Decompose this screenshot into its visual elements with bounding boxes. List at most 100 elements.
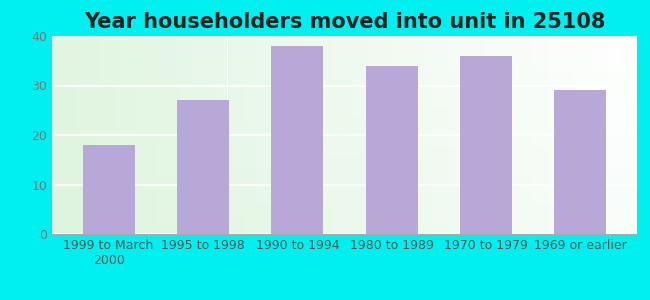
Bar: [216, 36, 222, 234]
Bar: [52, 70, 637, 72]
Bar: [52, 204, 637, 206]
Bar: [52, 226, 637, 228]
Bar: [52, 98, 637, 99]
Bar: [52, 62, 637, 64]
Bar: [333, 36, 339, 234]
Bar: [52, 119, 637, 121]
Bar: [321, 36, 327, 234]
Bar: [70, 36, 75, 234]
Bar: [52, 131, 637, 133]
Bar: [485, 36, 491, 234]
Bar: [181, 36, 187, 234]
Bar: [497, 36, 502, 234]
Bar: [52, 149, 637, 151]
Bar: [52, 101, 637, 103]
Bar: [52, 44, 637, 46]
Bar: [619, 36, 625, 234]
Bar: [456, 36, 462, 234]
Bar: [578, 36, 584, 234]
Bar: [105, 36, 111, 234]
Bar: [52, 56, 637, 58]
Bar: [52, 182, 637, 184]
Bar: [385, 36, 391, 234]
Bar: [52, 157, 637, 159]
Bar: [52, 42, 637, 44]
Bar: [52, 52, 637, 54]
Bar: [52, 206, 637, 208]
Bar: [391, 36, 397, 234]
Bar: [210, 36, 216, 234]
Bar: [52, 178, 637, 181]
Bar: [177, 100, 229, 234]
Bar: [602, 36, 608, 234]
Bar: [339, 36, 345, 234]
Bar: [52, 36, 637, 38]
Bar: [52, 192, 637, 194]
Bar: [350, 36, 356, 234]
Bar: [52, 165, 637, 167]
Bar: [52, 40, 637, 42]
Bar: [52, 212, 637, 214]
Bar: [52, 139, 637, 141]
Bar: [298, 36, 304, 234]
Bar: [508, 36, 514, 234]
Bar: [122, 36, 128, 234]
Bar: [263, 36, 268, 234]
Bar: [52, 194, 637, 196]
Bar: [52, 210, 637, 212]
Bar: [380, 36, 385, 234]
Bar: [187, 36, 192, 234]
Bar: [356, 36, 362, 234]
Bar: [151, 36, 157, 234]
Bar: [52, 188, 637, 190]
Bar: [52, 111, 637, 113]
Bar: [52, 46, 637, 48]
Bar: [52, 89, 637, 92]
Bar: [52, 163, 637, 165]
Bar: [52, 177, 637, 178]
Bar: [52, 66, 637, 68]
Bar: [52, 220, 637, 222]
Bar: [52, 184, 637, 187]
Bar: [52, 50, 637, 52]
Bar: [52, 72, 637, 74]
Bar: [227, 36, 233, 234]
Bar: [52, 121, 637, 123]
Bar: [140, 36, 146, 234]
Bar: [397, 36, 403, 234]
Bar: [309, 36, 315, 234]
Bar: [52, 127, 637, 129]
Bar: [491, 36, 497, 234]
Bar: [52, 115, 637, 117]
Bar: [52, 76, 637, 78]
Bar: [596, 36, 602, 234]
Bar: [280, 36, 286, 234]
Bar: [52, 135, 637, 137]
Bar: [52, 58, 637, 60]
Bar: [52, 133, 637, 135]
Bar: [462, 36, 467, 234]
Bar: [426, 36, 432, 234]
Bar: [222, 36, 227, 234]
Bar: [573, 36, 578, 234]
Bar: [52, 147, 637, 149]
Bar: [99, 36, 105, 234]
Bar: [292, 36, 298, 234]
Bar: [52, 228, 637, 230]
Bar: [52, 200, 637, 202]
Bar: [52, 78, 637, 80]
Bar: [239, 36, 245, 234]
Title: Year householders moved into unit in 25108: Year householders moved into unit in 251…: [84, 12, 605, 32]
Bar: [52, 74, 637, 76]
Bar: [444, 36, 450, 234]
Bar: [52, 85, 637, 88]
Bar: [52, 167, 637, 169]
Bar: [368, 36, 374, 234]
Bar: [93, 36, 99, 234]
Bar: [52, 103, 637, 105]
Bar: [52, 172, 637, 175]
Bar: [52, 107, 637, 109]
Bar: [52, 99, 637, 101]
Bar: [52, 54, 637, 56]
Bar: [520, 36, 526, 234]
